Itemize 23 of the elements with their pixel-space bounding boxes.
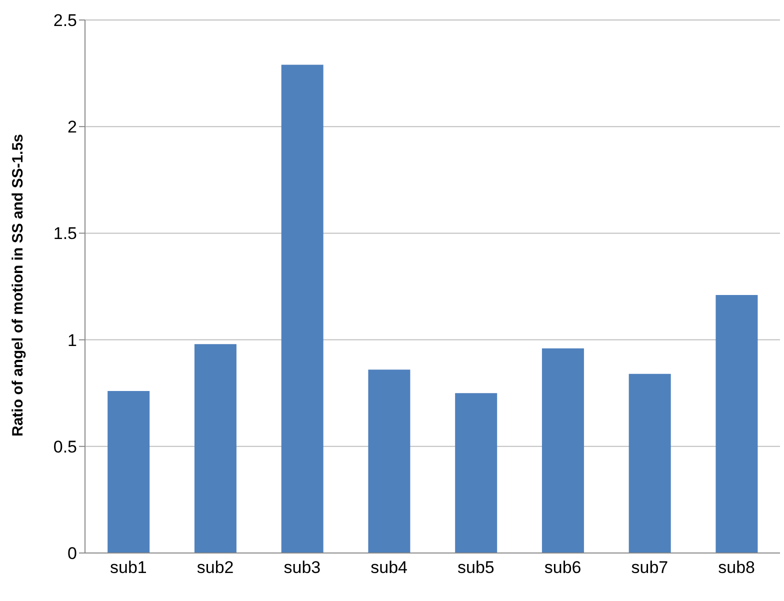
x-tick-label: sub7 (631, 558, 668, 578)
bar (628, 374, 671, 553)
y-tick-label: 1.5 (53, 224, 77, 244)
bar (194, 344, 236, 553)
bar (281, 64, 324, 553)
y-tick-label: 2.5 (53, 11, 77, 30)
x-tick-label: sub3 (284, 558, 321, 578)
x-tick-label: sub4 (370, 558, 408, 578)
y-tick-label: 2 (68, 118, 77, 137)
y-axis-title: Ratio of angel of motion in SS and SS-1.5s (9, 134, 26, 436)
x-tick-label: sub6 (544, 558, 582, 578)
y-tick-label: 0.5 (53, 437, 77, 456)
x-tick-label: sub8 (718, 558, 755, 578)
y-tick-label: 1 (68, 330, 77, 350)
bar (542, 348, 584, 553)
bar (108, 390, 150, 553)
x-tick-label: sub5 (458, 558, 494, 578)
y-tick-label: 0 (68, 544, 77, 564)
x-tick-label: sub2 (196, 558, 234, 578)
x-tick-label: sub1 (110, 558, 147, 578)
bar (716, 295, 758, 553)
bar (368, 370, 410, 553)
bar (455, 393, 498, 553)
